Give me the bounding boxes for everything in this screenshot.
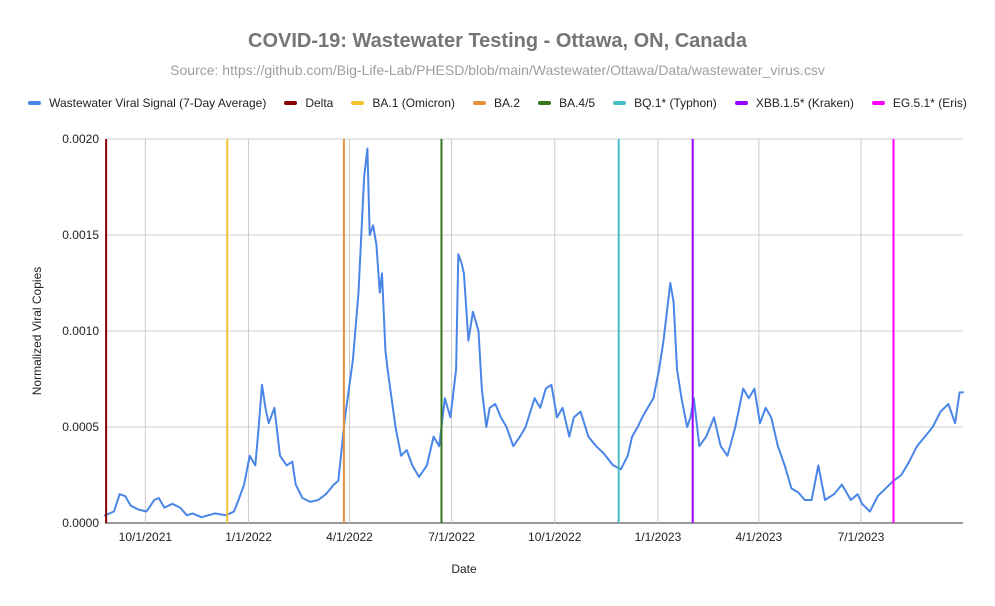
legend-label: EG.5.1* (Eris) xyxy=(892,96,967,110)
legend-item: EG.5.1* (Eris) xyxy=(871,96,967,110)
x-tick-label: 7/1/2023 xyxy=(838,530,885,544)
legend-item: XBB.1.5* (Kraken) xyxy=(734,96,854,110)
legend-swatch xyxy=(613,101,627,105)
x-tick-label: 4/1/2022 xyxy=(326,530,373,544)
legend-swatch xyxy=(538,101,552,105)
legend-swatch xyxy=(734,101,748,105)
x-tick-label: 10/1/2021 xyxy=(119,530,173,544)
legend-label: Wastewater Viral Signal (7-Day Average) xyxy=(49,96,267,110)
legend-item: BQ.1* (Typhon) xyxy=(613,96,717,110)
legend-swatch xyxy=(28,101,42,105)
legend-swatch xyxy=(871,101,885,105)
legend-item: Wastewater Viral Signal (7-Day Average) xyxy=(28,96,266,110)
legend-label: BA.1 (Omicron) xyxy=(372,96,456,110)
chart-legend: Wastewater Viral Signal (7-Day Average) D… xyxy=(0,96,995,110)
x-axis-title: Date xyxy=(451,562,477,576)
legend-swatch xyxy=(284,101,298,105)
y-tick-label: 0.0005 xyxy=(62,420,99,434)
legend-item: BA.2 xyxy=(473,96,520,110)
legend-label: BA.2 xyxy=(494,96,521,110)
x-tick-label: 10/1/2022 xyxy=(528,530,582,544)
x-tick-label: 4/1/2023 xyxy=(736,530,783,544)
chart-title: COVID-19: Wastewater Testing - Ottawa, O… xyxy=(248,30,747,52)
legend-swatch xyxy=(473,101,487,105)
chart-subtitle: Source: https://github.com/Big-Life-Lab/… xyxy=(170,62,825,78)
y-tick-label: 0.0020 xyxy=(62,132,99,146)
legend-label: XBB.1.5* (Kraken) xyxy=(755,96,854,110)
x-tick-label: 1/1/2023 xyxy=(635,530,682,544)
legend-swatch xyxy=(351,101,365,105)
y-tick-label: 0.0015 xyxy=(62,228,99,242)
y-tick-label: 0.0010 xyxy=(62,324,99,338)
y-axis-title: Normalized Viral Copies xyxy=(30,267,44,396)
x-tick-label: 7/1/2022 xyxy=(428,530,475,544)
legend-item: BA.1 (Omicron) xyxy=(351,96,455,110)
series-line-viral-signal xyxy=(104,147,964,519)
y-tick-label: 0.0000 xyxy=(62,516,99,530)
legend-item: Delta xyxy=(284,96,333,110)
legend-label: BA.4/5 xyxy=(559,96,596,110)
x-tick-label: 1/1/2022 xyxy=(225,530,272,544)
legend-item: BA.4/5 xyxy=(538,96,595,110)
legend-label: BQ.1* (Typhon) xyxy=(634,96,717,110)
legend-label: Delta xyxy=(305,96,334,110)
